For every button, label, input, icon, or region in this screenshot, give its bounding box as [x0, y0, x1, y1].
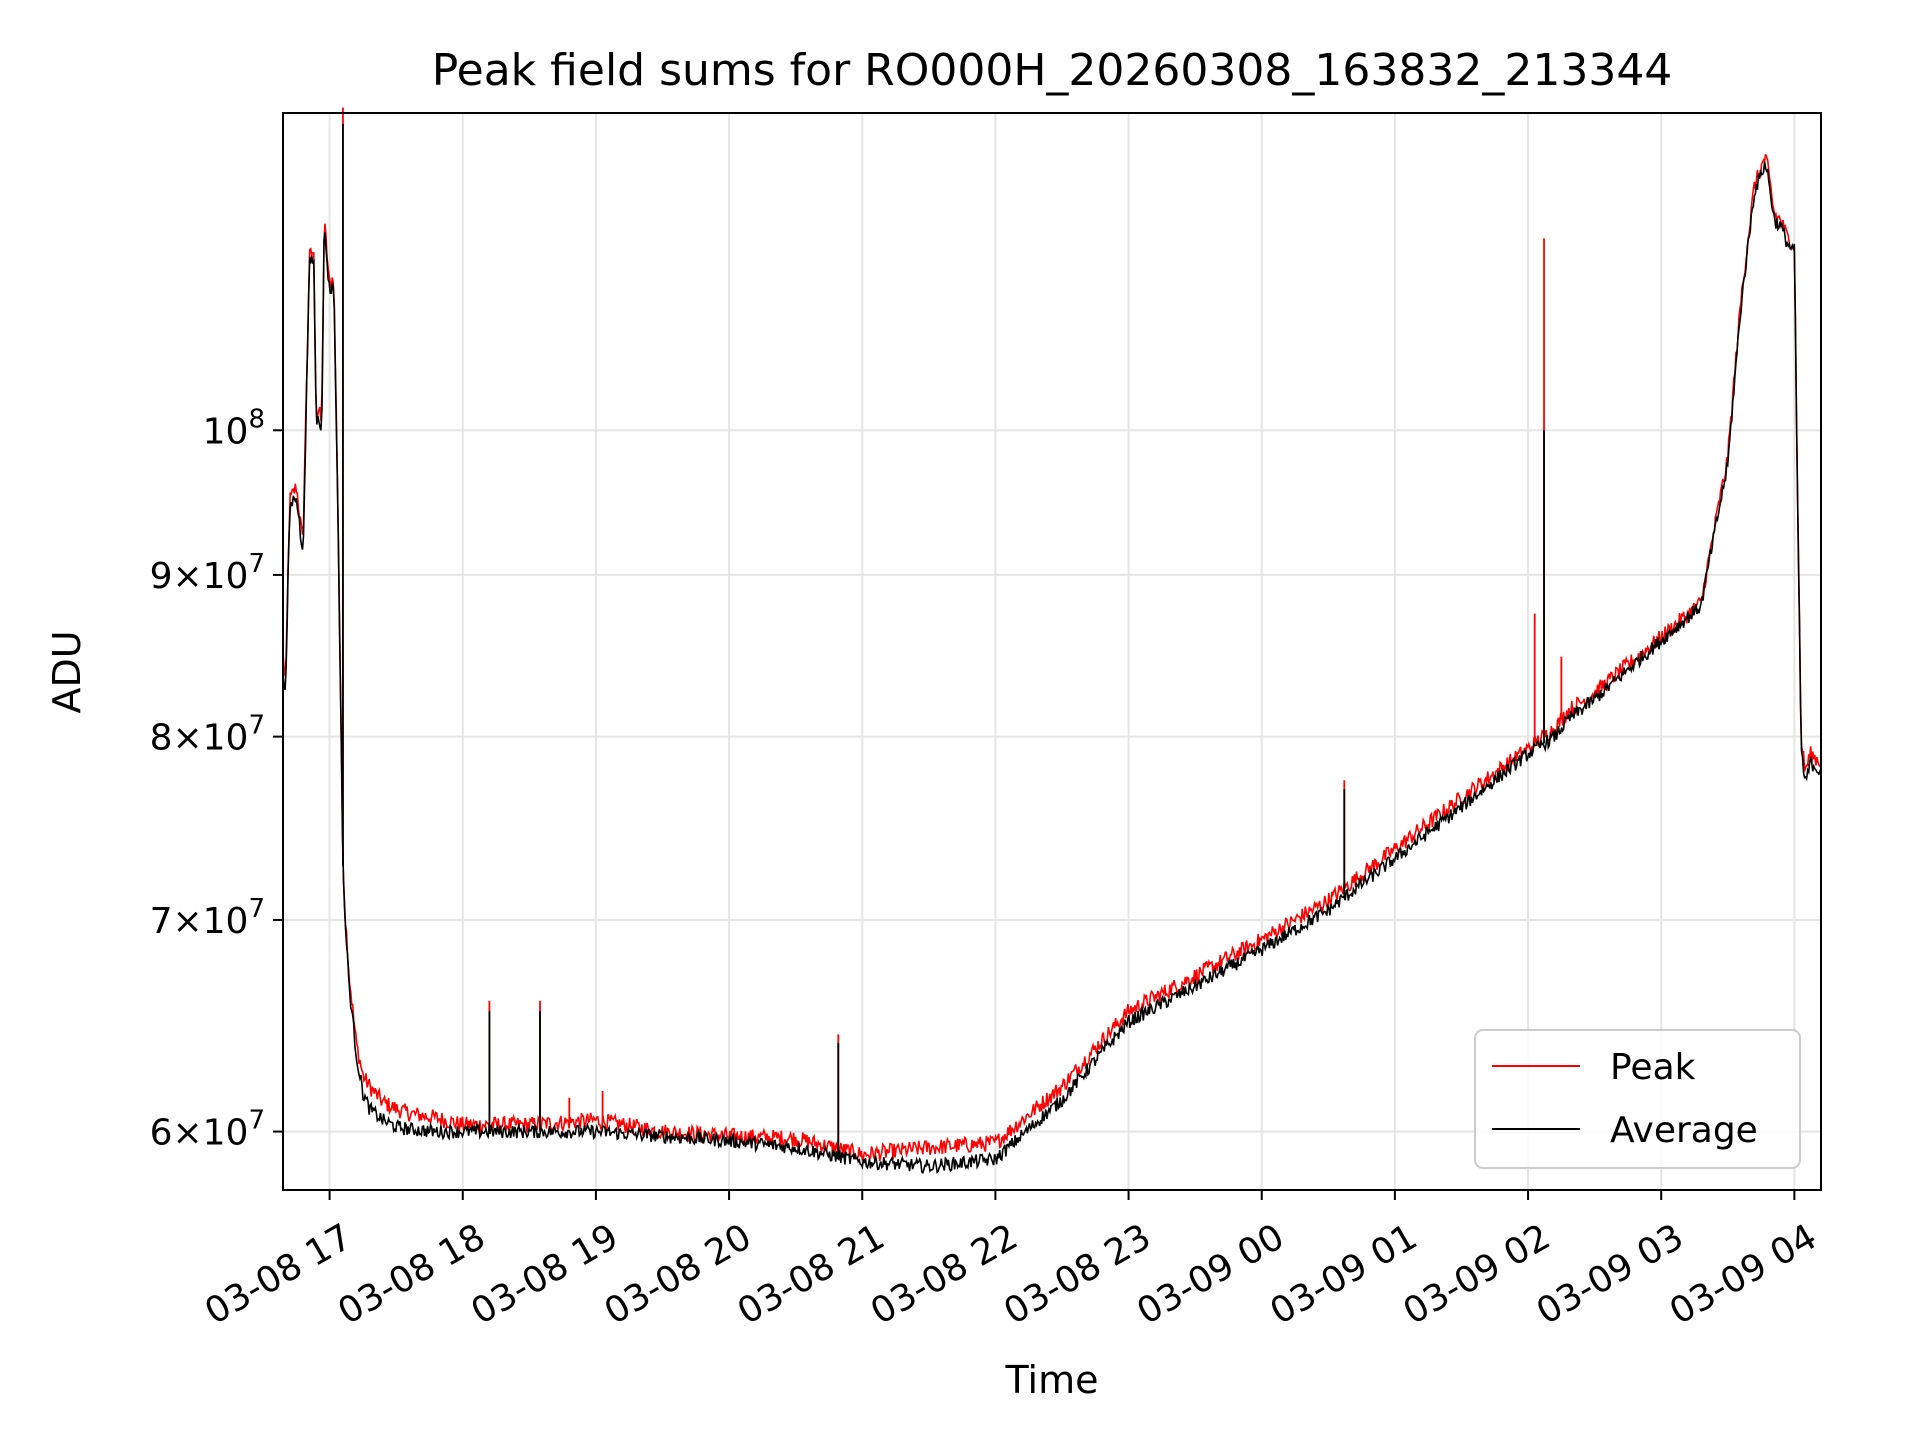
- y-tick-times: ×10: [172, 718, 248, 759]
- y-tick-times: ×10: [172, 556, 248, 597]
- plot-frame: [282, 112, 1822, 1191]
- y-tick-mantissa: 6: [150, 1113, 173, 1154]
- y-tick-label: 8×107: [150, 711, 265, 759]
- legend-box: [1474, 1029, 1801, 1169]
- y-tick-exponent: 7: [248, 894, 265, 924]
- y-tick-label: 6×107: [150, 1106, 265, 1154]
- y-tick-times: ×10: [172, 1113, 248, 1154]
- y-axis-label: ADU: [45, 630, 89, 713]
- legend: Peak Average: [1474, 1029, 1801, 1169]
- chart-title: Peak field sums for RO000H_20260308_1638…: [432, 45, 1673, 96]
- y-tick-label: 9×107: [150, 549, 265, 597]
- y-tick-exponent: 8: [248, 404, 265, 434]
- y-tick-base: 10: [203, 411, 249, 452]
- x-axis-label: Time: [1005, 1358, 1099, 1402]
- y-tick-mantissa: 8: [150, 718, 173, 759]
- y-tick-mantissa: 9: [150, 556, 173, 597]
- y-tick-exponent: 7: [248, 1106, 265, 1136]
- y-tick-label: 108: [203, 404, 265, 452]
- legend-average-label: Average: [1610, 1110, 1758, 1151]
- y-tick-exponent: 7: [248, 711, 265, 741]
- y-tick-mantissa: 7: [150, 901, 173, 942]
- y-tick-times: ×10: [172, 901, 248, 942]
- y-tick-label: 7×107: [150, 894, 265, 942]
- legend-peak-label: Peak: [1610, 1047, 1696, 1088]
- average-series-line: [282, 161, 1822, 1175]
- y-tick-exponent: 7: [248, 549, 265, 579]
- series: [282, 107, 1822, 1175]
